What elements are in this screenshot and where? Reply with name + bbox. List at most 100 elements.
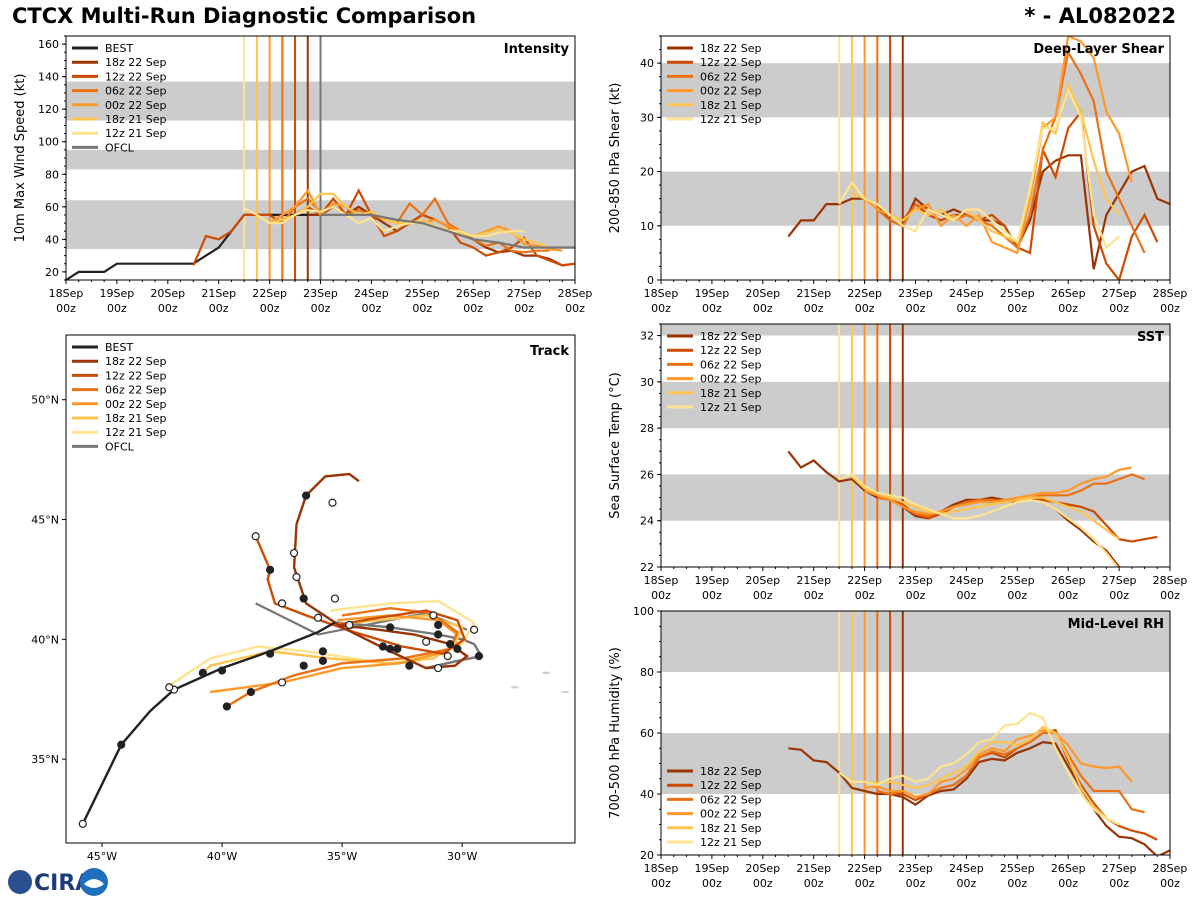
rh-panel-title: Mid-Level RH — [1068, 617, 1164, 632]
track-point — [246, 687, 255, 697]
shear-panel-title: Deep-Layer Shear — [1033, 42, 1164, 57]
track-series-18z-22-Sep — [292, 472, 469, 670]
track-point — [434, 630, 443, 639]
track-panel-title: Track — [530, 344, 569, 359]
track-point — [222, 702, 231, 711]
intensity-xtick-label: 27Sep — [507, 287, 542, 300]
shear-xtick-label: 22Sep — [847, 287, 882, 300]
shear-xtick-sublabel: 00z — [1007, 302, 1027, 315]
track-point — [453, 644, 462, 654]
intensity-ytick-label: 40 — [45, 233, 59, 246]
shear-legend-label: 12z 21 Sep — [700, 113, 762, 126]
shear-xtick-label: 18Sep — [644, 287, 679, 300]
rh-legend-label: 00z 22 Sep — [700, 808, 762, 821]
intensity-xtick-label: 23Sep — [303, 287, 338, 300]
shear-legend-label: 18z 21 Sep — [700, 99, 762, 112]
sst-ytick-label: 22 — [640, 561, 654, 574]
intensity-plot-area — [66, 36, 575, 280]
cira-logo: CIRA — [4, 866, 114, 902]
track-xtick-label: 30°W — [447, 850, 477, 863]
intensity-xtick-sublabel: 00z — [209, 302, 229, 315]
rh-xtick-sublabel: 00z — [957, 877, 977, 890]
shear-xtick-label: 23Sep — [898, 287, 933, 300]
sst-legend-label: 06z 22 Sep — [700, 358, 762, 371]
rh-ytick-label: 100 — [633, 605, 654, 618]
rh-ytick-label: 20 — [640, 849, 654, 862]
rh-ytick-label: 40 — [640, 788, 654, 801]
intensity-ytick-label: 60 — [45, 201, 59, 214]
logo-globe-icon — [8, 870, 32, 894]
intensity-xtick-label: 28Sep — [558, 287, 593, 300]
intensity-xtick-sublabel: 00z — [56, 302, 76, 315]
sst-xtick-sublabel: 00z — [1160, 589, 1180, 602]
logo-wave-icon — [84, 879, 104, 888]
shear-xtick-sublabel: 00z — [753, 302, 773, 315]
track-legend-label: BEST — [105, 341, 133, 354]
sst-xtick-sublabel: 00z — [1058, 589, 1078, 602]
shear-ytick-label: 10 — [640, 220, 654, 233]
intensity-legend-label: 00z 22 Sep — [105, 99, 167, 112]
sst-series-18z-21-Sep — [851, 475, 1120, 541]
rh-xtick-sublabel: 00z — [1160, 877, 1180, 890]
sst-xtick-label: 26Sep — [1051, 574, 1086, 587]
rh-legend-label: 12z 21 Sep — [700, 836, 762, 849]
track-legend-label: 12z 22 Sep — [105, 369, 167, 382]
sst-legend-label: 12z 21 Sep — [700, 401, 762, 414]
sst-band-2 — [661, 324, 1170, 336]
rh-xtick-sublabel: 00z — [804, 877, 824, 890]
track-point — [318, 656, 328, 665]
track-point — [117, 740, 126, 749]
track-point — [301, 491, 311, 500]
rh-series-00z-22-Sep — [864, 728, 1133, 799]
intensity-legend-label: 12z 21 Sep — [105, 127, 167, 140]
track-legend-label: OFCL — [105, 440, 135, 453]
rh-xtick-sublabel: 00z — [1058, 877, 1078, 890]
track-xtick-label: 35°W — [327, 850, 357, 863]
intensity-ytick-label: 80 — [45, 168, 59, 181]
intensity-xtick-sublabel: 00z — [362, 302, 382, 315]
sst-band-1 — [661, 381, 1170, 429]
rh-xtick-label: 27Sep — [1102, 862, 1137, 875]
sst-xtick-label: 28Sep — [1153, 574, 1188, 587]
rh-legend-label: 06z 22 Sep — [700, 793, 762, 806]
track-point — [165, 683, 174, 692]
sst-xtick-label: 18Sep — [644, 574, 679, 587]
shear-panel: 0 10 20 30 40 18Sep 00z 19Sep 00z 20Sep 00z 21Sep 00… — [608, 35, 1188, 315]
track-series-BEST — [81, 621, 336, 825]
sst-panel: 22 24 26 28 30 32 18Sep 00z 19Sep 00z 20Sep 00z 21Se… — [608, 323, 1188, 602]
track-plot-area — [78, 472, 570, 828]
track-legend-label: 12z 21 Sep — [105, 426, 167, 439]
rh-legend-label: 18z 22 Sep — [700, 765, 762, 778]
shear-xtick-label: 19Sep — [695, 287, 730, 300]
sst-xtick-sublabel: 00z — [753, 589, 773, 602]
sst-legend-label: 18z 21 Sep — [700, 387, 762, 400]
rh-xtick-sublabel: 00z — [753, 877, 773, 890]
track-xtick-label: 45°W — [87, 850, 117, 863]
track-point — [386, 644, 395, 654]
track-point — [378, 642, 388, 651]
intensity-xtick-label: 22Sep — [252, 287, 287, 300]
sst-ytick-label: 26 — [640, 468, 654, 481]
rh-xtick-sublabel: 00z — [1109, 877, 1129, 890]
track-ytick-label: 45°N — [31, 514, 59, 527]
sst-xtick-label: 23Sep — [898, 574, 933, 587]
shear-xtick-label: 25Sep — [1000, 287, 1035, 300]
island-1 — [542, 671, 551, 675]
shear-xtick-label: 28Sep — [1153, 287, 1188, 300]
track-point — [313, 613, 323, 622]
track-legend-label: 06z 22 Sep — [105, 384, 167, 397]
track-legend-label: 18z 22 Sep — [105, 355, 167, 368]
rh-xtick-label: 21Sep — [796, 862, 831, 875]
intensity-legend-label: 18z 21 Sep — [105, 113, 167, 126]
track-point — [422, 637, 431, 646]
sst-xtick-sublabel: 00z — [1109, 589, 1129, 602]
track-point — [198, 668, 207, 677]
track-point — [429, 611, 438, 620]
rh-xtick-label: 25Sep — [1000, 862, 1035, 875]
rh-xtick-label: 20Sep — [745, 862, 780, 875]
sst-xtick-sublabel: 00z — [906, 589, 926, 602]
shear-xtick-sublabel: 00z — [957, 302, 977, 315]
rh-xtick-label: 23Sep — [898, 862, 933, 875]
shear-series-18z-21-Sep — [851, 81, 1120, 244]
